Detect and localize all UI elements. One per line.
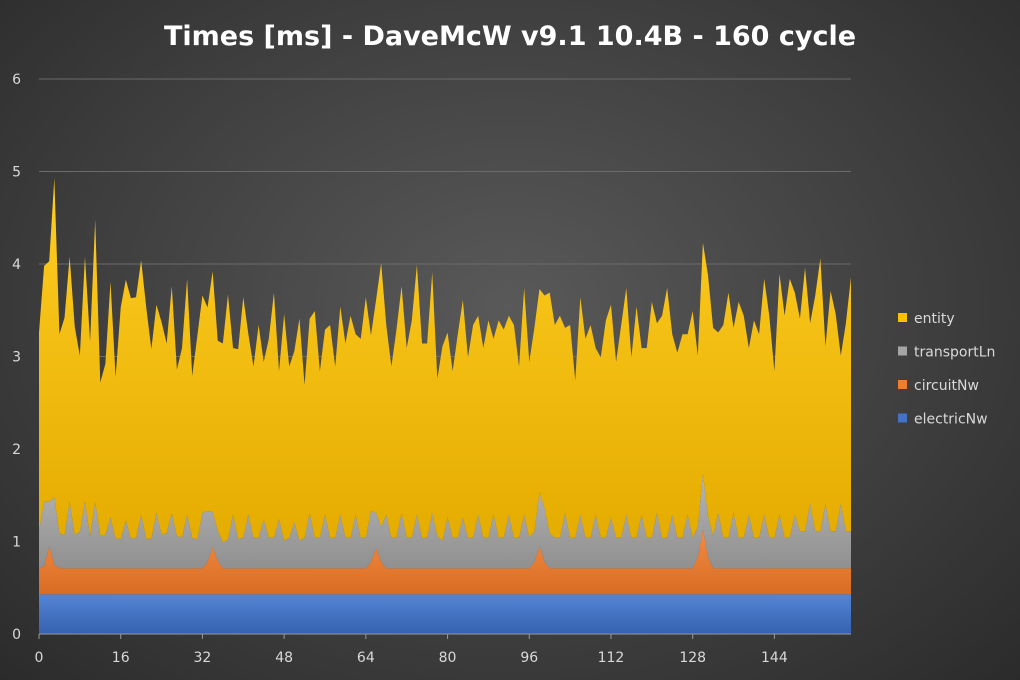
x-tick-label: 96 [520, 650, 538, 666]
legend-swatch-electricNw [898, 413, 907, 423]
y-tick-label: 0 [12, 627, 21, 643]
legend-label-transportLn: transportLn [914, 345, 995, 361]
x-tick-label: 48 [275, 650, 293, 666]
legend-label-electricNw: electricNw [914, 412, 988, 428]
area-transportLn [39, 473, 851, 569]
legend-swatch-transportLn [898, 346, 907, 356]
legend-swatch-circuitNw [898, 380, 907, 389]
legend: entity transportLn circuitNw electricNw [898, 311, 995, 428]
x-tick-label: 80 [439, 650, 457, 666]
x-tick-label: 0 [35, 650, 44, 666]
plot-area [39, 177, 851, 634]
y-tick-label: 5 [12, 165, 21, 181]
area-circuitNw [39, 529, 851, 595]
x-tick-label: 64 [357, 650, 375, 666]
x-tick-label: 128 [679, 650, 706, 666]
x-axis-ticks: 0 16 32 48 64 80 96 112 128 144 [35, 650, 788, 666]
chart-title: Times [ms] - DaveMcW v9.1 10.4B - 160 cy… [164, 21, 856, 52]
legend-label-entity: entity [914, 311, 955, 327]
x-tick-label: 32 [194, 650, 212, 666]
axes [38, 633, 851, 639]
y-axis-ticks: 0 1 2 3 4 5 6 [12, 72, 21, 643]
x-tick-label: 112 [598, 650, 625, 666]
y-tick-label: 2 [12, 442, 21, 458]
x-tick-label: 144 [761, 650, 788, 666]
y-tick-label: 4 [12, 257, 21, 273]
y-tick-label: 3 [12, 350, 21, 366]
area-entity [39, 177, 851, 543]
area-electricNw [39, 594, 851, 634]
x-tick-label: 16 [112, 650, 130, 666]
legend-swatch-entity [898, 313, 907, 322]
y-tick-label: 6 [12, 72, 21, 88]
y-tick-label: 1 [12, 535, 21, 551]
legend-label-circuitNw: circuitNw [914, 378, 979, 394]
